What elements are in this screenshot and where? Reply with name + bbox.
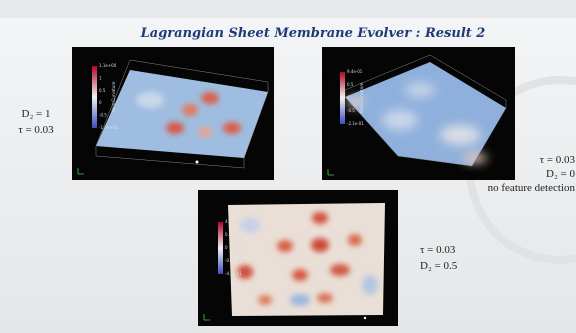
slide: Lagrangian Sheet Membrane Evolver : Resu… — [0, 0, 576, 333]
top-band — [0, 0, 576, 18]
slide-title: Lagrangian Sheet Membrane Evolver : Resu… — [140, 26, 486, 41]
param: τ = 0.03 — [18, 124, 54, 136]
colorbar-label: -0.5 — [99, 113, 107, 118]
colorbar-label: 0.2 — [225, 232, 232, 237]
colorbar-label: 4.5e-01 — [225, 219, 241, 224]
colorbar-label: 9.4e-01 — [347, 69, 363, 74]
colorbar-title: MeanCurvature — [359, 82, 364, 113]
colorbar-label: 1.1e+00 — [99, 63, 117, 68]
colorbar-label: -2.1e-01 — [347, 121, 364, 126]
param: no feature detection — [488, 182, 576, 194]
render-2 — [322, 47, 515, 180]
param: D₂ = 0 — [546, 168, 575, 180]
colorbar-label: 0.5 — [347, 82, 354, 87]
colorbar-label: -0.5 — [347, 108, 355, 113]
colorbar-label: -0.2 — [225, 258, 233, 263]
param: τ = 0.03 — [420, 244, 456, 256]
colorbar-label: -1.0e+00 — [99, 125, 118, 130]
colorbar-label: -4.5e-01 — [225, 271, 242, 276]
page: Lagrangian Sheet Membrane Evolver : Resu… — [0, 0, 576, 333]
param: D₂ = 1 — [22, 108, 51, 120]
colorbar-label: 0.5 — [99, 88, 106, 93]
colorbar-title: MeanCurvature — [237, 232, 242, 263]
param: τ = 0.03 — [540, 154, 576, 166]
param: D₂ = 0.5 — [420, 260, 458, 272]
colorbar-title: MeanCurvature — [111, 81, 116, 112]
